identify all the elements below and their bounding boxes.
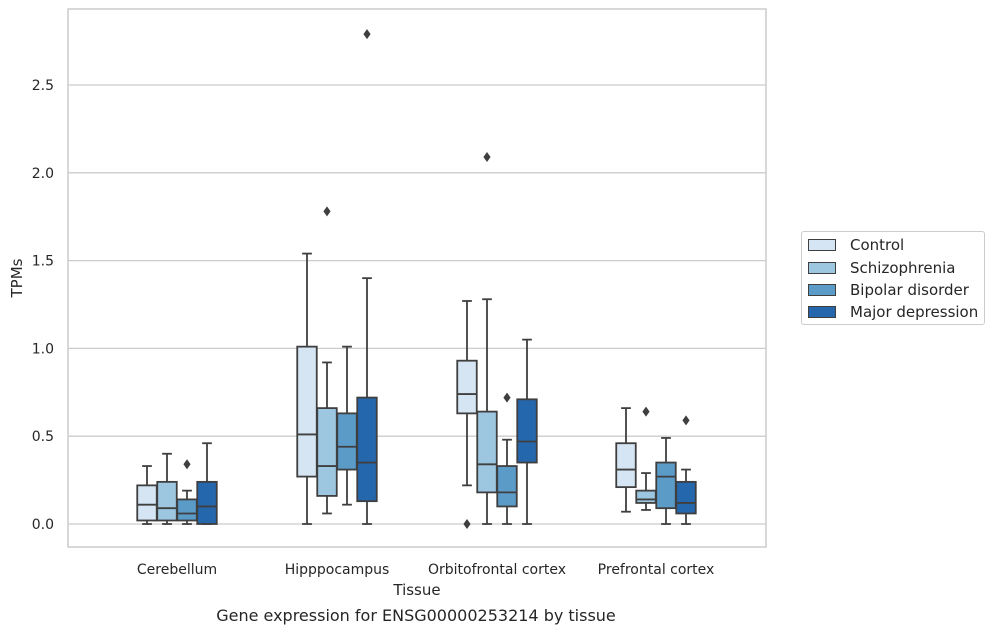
- box-iqr: [176, 498, 198, 522]
- legend-label-schizophrenia: Schizophrenia: [850, 259, 956, 277]
- legend-swatch-schizophrenia: [808, 262, 836, 274]
- x-tick-label: Hipppocampus: [285, 562, 390, 578]
- y-axis-label: TPMs: [8, 258, 26, 298]
- box-iqr: [655, 461, 677, 510]
- legend-item-control: Control: [808, 235, 904, 255]
- box-group: [356, 29, 378, 525]
- outlier-point: [183, 459, 191, 470]
- outlier-point: [642, 406, 650, 417]
- grid-lines: [68, 84, 766, 525]
- box-group: [655, 437, 677, 525]
- box-group: [316, 206, 338, 515]
- box-iqr: [356, 396, 378, 503]
- box-group: [336, 345, 358, 506]
- box-group: [176, 459, 198, 525]
- box-plot-chart: 0.0 0.5 1.0 1.5 2.0 2.5 Cerebellum Hipppocampu…: [8, 8, 767, 599]
- outlier-point: [682, 415, 690, 426]
- x-tick-label: Orbitofrontal cortex: [428, 562, 566, 578]
- box-group: [496, 392, 518, 525]
- y-tick-label: 1.0: [32, 341, 54, 357]
- outlier-point: [463, 519, 471, 529]
- outlier-point: [363, 29, 371, 40]
- outlier-point: [483, 151, 491, 162]
- x-tick-labels: Cerebellum Hipppocampus Orbitofrontal cort…: [137, 562, 714, 578]
- box-iqr: [196, 480, 218, 525]
- outlier-point: [323, 206, 331, 217]
- y-tick-label: 1.5: [32, 254, 54, 270]
- box-iqr: [675, 480, 697, 515]
- box-iqr: [476, 410, 498, 494]
- legend-label-major-depression: Major depression: [850, 303, 979, 321]
- y-tick-label: 0.0: [32, 517, 54, 533]
- box-iqr: [456, 359, 478, 415]
- box-iqr: [296, 345, 318, 478]
- x-axis-label: Tissue: [392, 581, 440, 599]
- y-tick-labels: 0.0 0.5 1.0 1.5 2.0 2.5: [32, 78, 54, 533]
- legend-item-bipolar-disorder: Bipolar disorder: [808, 280, 969, 300]
- box-iqr: [156, 480, 178, 522]
- box-group: [136, 465, 158, 525]
- box-group: [456, 300, 478, 529]
- legend-swatch-control: [808, 239, 836, 251]
- boxes: [136, 29, 697, 529]
- box-group: [675, 415, 697, 525]
- y-tick-label: 2.5: [32, 78, 54, 94]
- box-iqr: [136, 484, 158, 522]
- outlier-point: [503, 392, 511, 403]
- legend-swatch-bipolar-disorder: [808, 284, 836, 296]
- x-tick-label: Cerebellum: [137, 562, 217, 578]
- legend-label-control: Control: [850, 236, 905, 254]
- legend-item-schizophrenia: Schizophrenia: [808, 258, 955, 278]
- legend-swatch-major-depression: [808, 306, 836, 318]
- legend: Control Schizophrenia Bipolar disorder M…: [801, 231, 985, 325]
- box-iqr: [635, 489, 657, 504]
- y-tick-label: 2.0: [32, 166, 54, 182]
- box-group: [476, 151, 498, 525]
- box-iqr: [336, 412, 358, 471]
- y-tick-label: 0.5: [32, 429, 54, 445]
- box-group: [615, 407, 637, 513]
- box-iqr: [496, 465, 518, 508]
- plot-frame: [67, 8, 767, 548]
- box-group: [296, 252, 318, 525]
- box-iqr: [316, 407, 338, 497]
- box-group: [196, 442, 218, 525]
- legend-item-major-depression: Major depression: [808, 302, 978, 322]
- box-iqr: [615, 442, 637, 489]
- box-group: [516, 338, 538, 525]
- x-tick-label: Prefrontal cortex: [598, 562, 715, 578]
- box-group: [156, 452, 178, 525]
- box-iqr: [516, 398, 538, 464]
- box-group: [635, 406, 657, 511]
- figure-caption: Gene expression for ENSG00000253214 by t…: [216, 606, 616, 625]
- legend-label-bipolar-disorder: Bipolar disorder: [850, 281, 969, 299]
